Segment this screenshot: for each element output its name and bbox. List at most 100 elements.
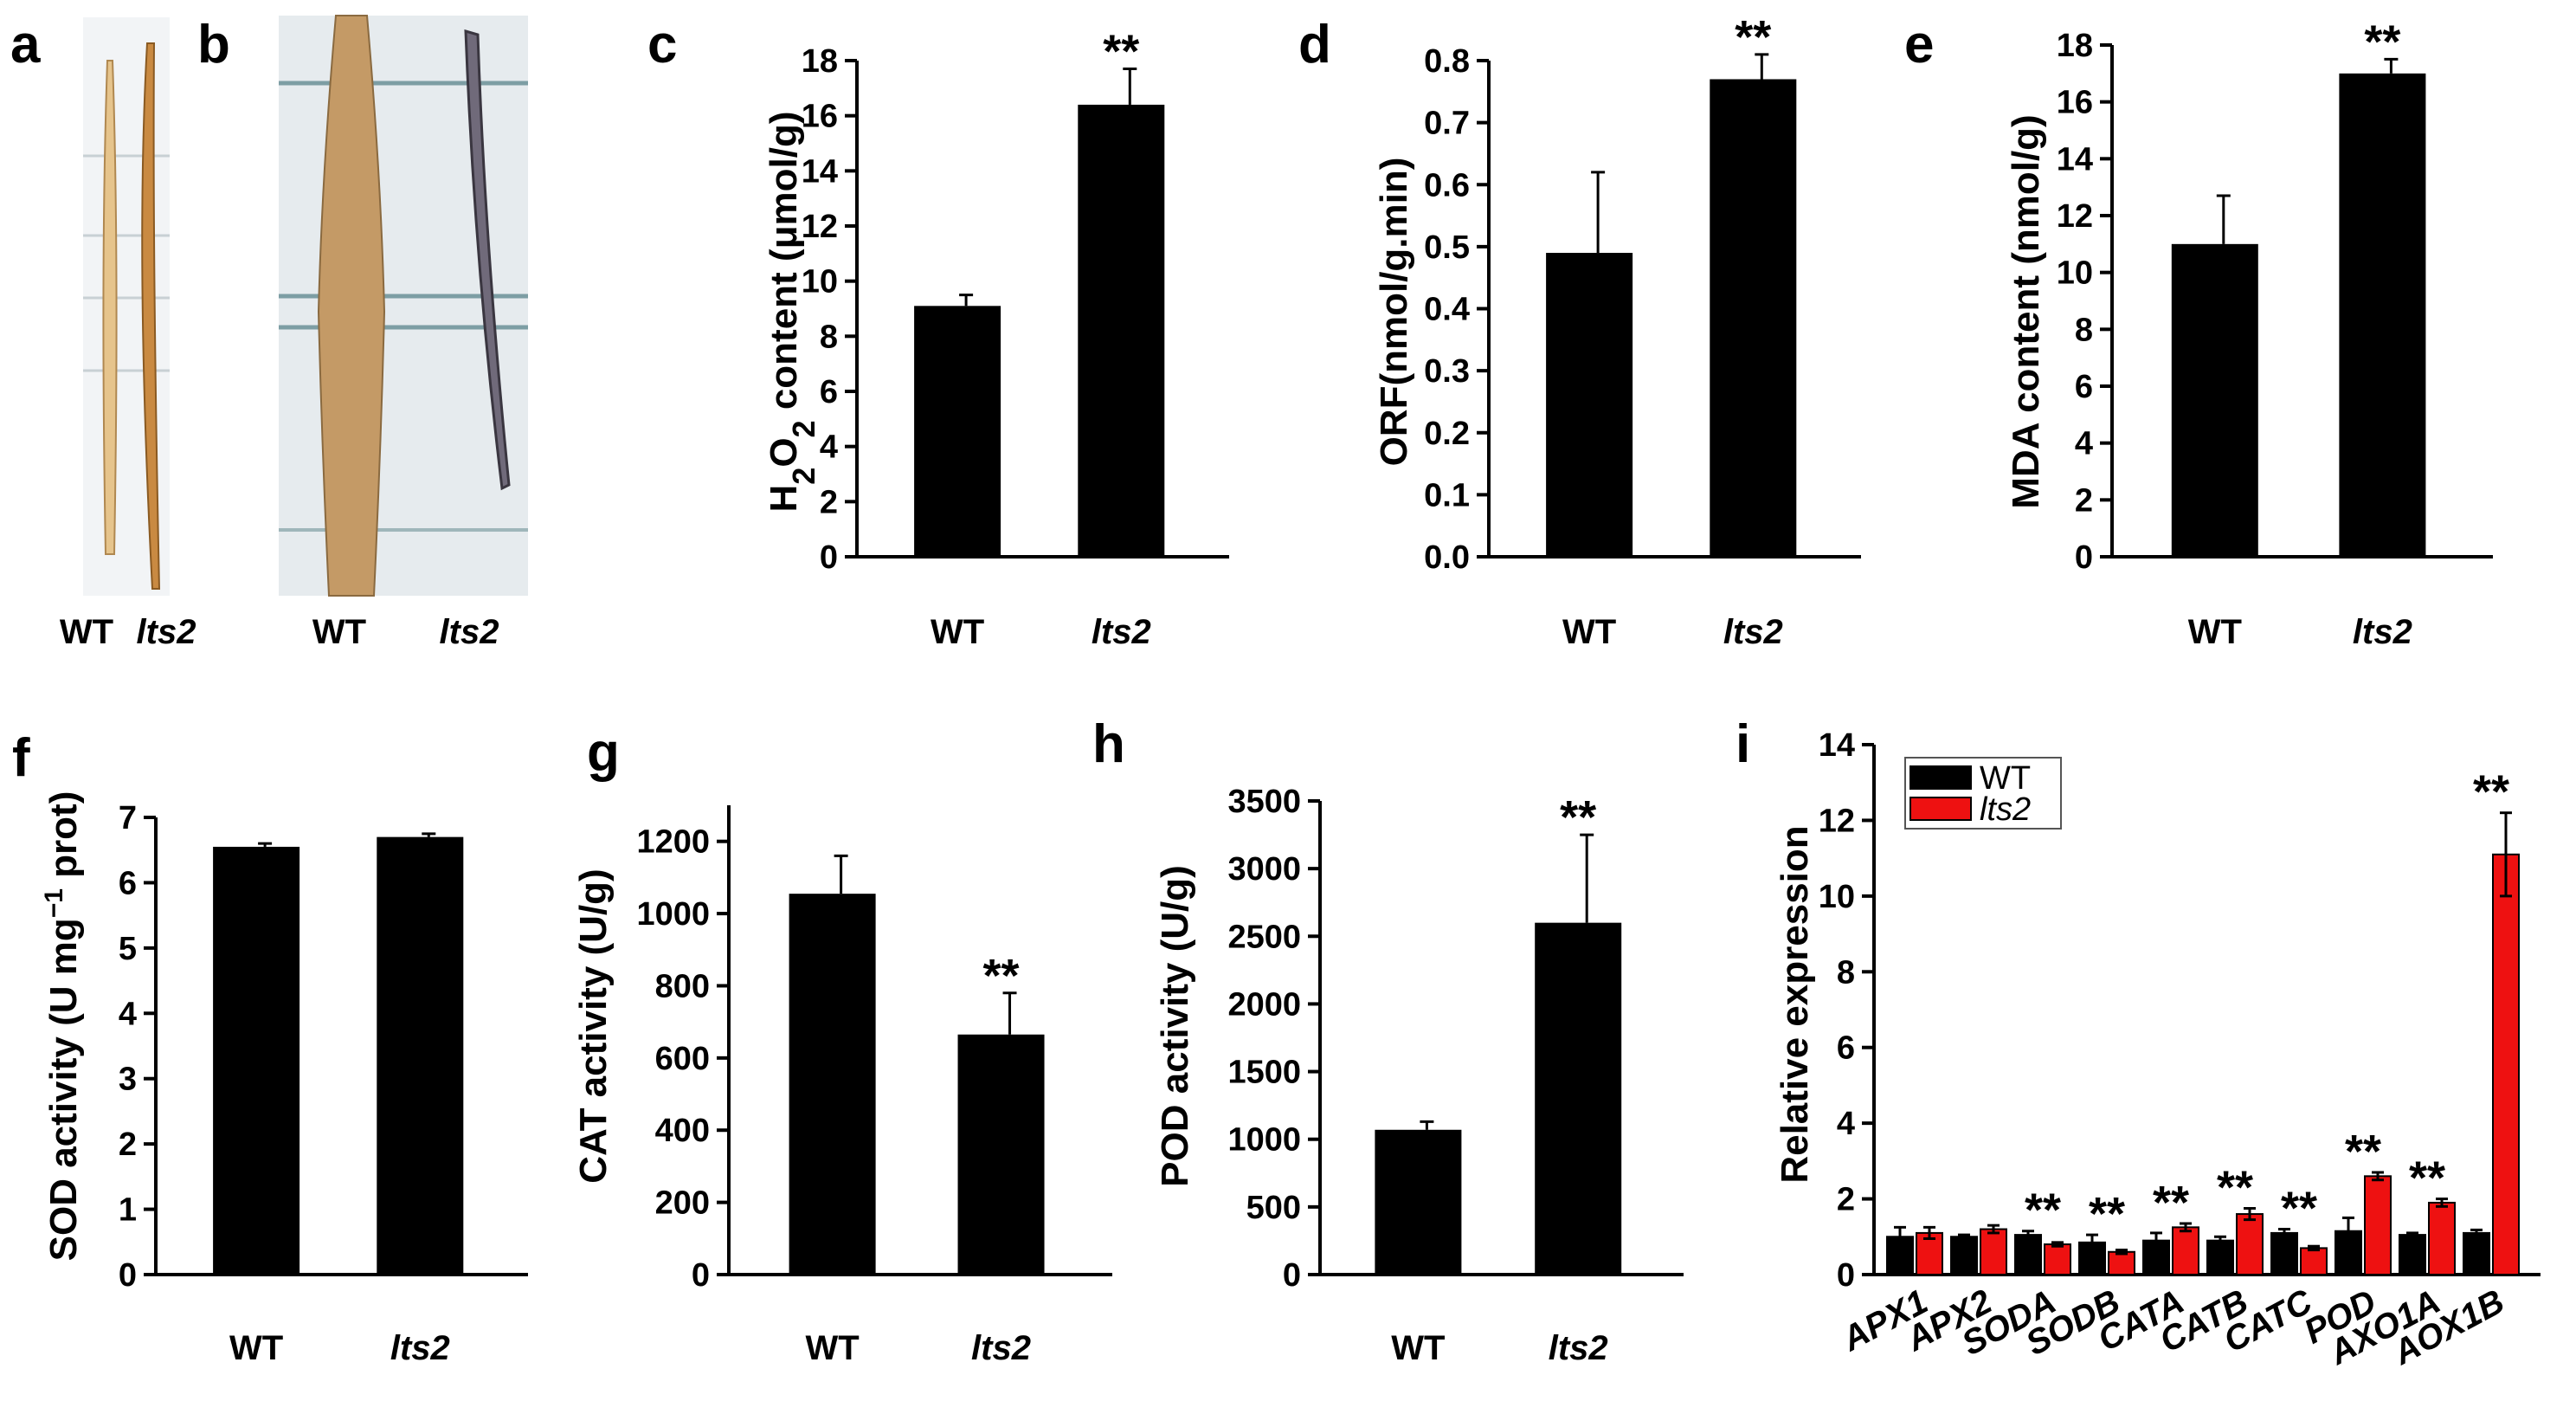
- x-tick-label-f: lts2: [390, 1329, 450, 1367]
- y-axis-label-i: Relative expression: [1774, 825, 1816, 1183]
- y-tick-label-i: 8: [1837, 954, 1855, 991]
- x-tick-label-e: WT: [2188, 613, 2242, 651]
- y-axis-label-h: POD activity (U/g): [1154, 865, 1196, 1187]
- significance-e: **: [2364, 16, 2400, 68]
- y-tick-label-i: 6: [1837, 1030, 1855, 1067]
- significance-c: **: [1103, 26, 1139, 78]
- significance-h: **: [1560, 791, 1596, 843]
- y-tick-label-d: 0.7: [1424, 106, 1470, 142]
- significance-d: **: [1735, 11, 1771, 63]
- bar-i-lts2-APX2: [1980, 1228, 2007, 1275]
- bar-f-lts2: [377, 836, 464, 1275]
- bar-g-WT: [789, 894, 876, 1275]
- y-tick-label-f: 1: [119, 1192, 137, 1229]
- x-tick-label-h: WT: [1391, 1329, 1445, 1367]
- panel-letter-a: a: [10, 15, 41, 74]
- bar-g-lts2: [957, 1034, 1045, 1275]
- y-tick-label-g: 1000: [636, 896, 710, 933]
- x-tick-label-h: lts2: [1549, 1329, 1608, 1367]
- y-tick-label-e: 10: [2057, 255, 2093, 292]
- y-tick-label-h: 3000: [1227, 851, 1301, 888]
- wt-leaf-a: [102, 60, 118, 555]
- photo-b-label-lts2: lts2: [440, 613, 499, 651]
- photo-b: [279, 15, 528, 597]
- y-tick-label-c: 0: [820, 539, 838, 576]
- y-tick-label-e: 6: [2075, 369, 2093, 405]
- bar-i-WT-CATC: [2270, 1231, 2298, 1276]
- bar-h-lts2: [1535, 922, 1622, 1275]
- y-tick-label-f: 5: [119, 931, 137, 967]
- y-tick-label-d: 0.6: [1424, 167, 1470, 203]
- significance-i: **: [2281, 1183, 2317, 1235]
- bar-i-WT-AOX1B: [2463, 1231, 2490, 1276]
- panel-letter-f: f: [12, 728, 30, 788]
- bar-i-lts2-CATA: [2172, 1226, 2199, 1276]
- photo-a-label-lts2: lts2: [137, 613, 196, 651]
- significance-i: **: [2089, 1188, 2125, 1240]
- y-tick-label-f: 0: [119, 1257, 137, 1294]
- y-tick-label-d: 0.0: [1424, 539, 1470, 576]
- x-tick-label-f: WT: [229, 1329, 283, 1367]
- y-tick-label-d: 0.8: [1424, 43, 1470, 80]
- y-tick-label-i: 14: [1819, 727, 1855, 764]
- x-tick-label-g: WT: [806, 1329, 860, 1367]
- bar-i-WT-CATB: [2206, 1239, 2234, 1275]
- y-axis-label-g: CAT activity (U/g): [572, 868, 615, 1183]
- y-tick-label-c: 4: [820, 429, 838, 466]
- bar-i-lts2-AOX1B: [2492, 853, 2520, 1275]
- lts2-leaf-b: [464, 29, 511, 491]
- x-tick-label-e: lts2: [2353, 613, 2412, 651]
- y-tick-label-c: 2: [820, 484, 838, 520]
- bar-c-lts2: [1078, 104, 1165, 557]
- panel-e: e 0 2 4 6 8 10 12 14 16 18 MDA content (nmol/g) WT **…: [1904, 15, 2493, 651]
- panel-letter-i: i: [1736, 714, 1750, 774]
- y-tick-label-c: 18: [802, 43, 838, 80]
- bar-i-lts2-AXO1A: [2428, 1201, 2456, 1276]
- y-tick-label-c: 14: [802, 153, 838, 190]
- y-tick-label-c: 10: [802, 264, 838, 300]
- y-tick-label-c: 8: [820, 319, 838, 355]
- y-tick-label-h: 0: [1283, 1257, 1301, 1294]
- y-tick-label-c: 16: [802, 99, 838, 135]
- bar-i-lts2-SODA: [2044, 1243, 2071, 1275]
- y-tick-label-g: 400: [655, 1113, 710, 1149]
- legend-swatch-lts2: [1909, 797, 1972, 821]
- panel-letter-h: h: [1092, 714, 1125, 774]
- legend-label-lts2: lts2: [1980, 791, 2031, 828]
- lts2-leaf-a: [141, 42, 161, 590]
- bar-i-lts2-CATB: [2236, 1213, 2264, 1275]
- y-tick-label-e: 0: [2075, 539, 2093, 576]
- panel-b: b WT lts2: [197, 15, 528, 651]
- photo-a-label-wt: WT: [60, 613, 113, 651]
- y-tick-label-e: 4: [2075, 426, 2093, 462]
- y-tick-label-e: 16: [2057, 85, 2093, 121]
- y-tick-label-d: 0.2: [1424, 416, 1470, 452]
- y-tick-label-h: 1000: [1227, 1122, 1301, 1159]
- bar-i-WT-APX2: [1950, 1236, 1978, 1276]
- significance-i: **: [2153, 1177, 2189, 1229]
- significance-i: **: [2345, 1126, 2381, 1178]
- y-tick-label-d: 0.4: [1424, 292, 1470, 328]
- significance-g: **: [983, 950, 1020, 1002]
- x-tick-label-g: lts2: [971, 1329, 1031, 1367]
- y-tick-label-f: 3: [119, 1062, 137, 1098]
- y-tick-label-i: 2: [1837, 1182, 1855, 1218]
- y-tick-label-c: 6: [820, 374, 838, 410]
- y-tick-label-i: 10: [1819, 879, 1855, 915]
- y-tick-label-g: 600: [655, 1041, 710, 1077]
- x-tick-label-d: WT: [1562, 613, 1616, 651]
- bar-c-WT: [914, 306, 1001, 557]
- photo-b-label-wt: WT: [312, 613, 366, 651]
- panel-a: a WT lts2: [10, 15, 196, 651]
- y-axis-label-d: ORF(nmol/g.min): [1373, 158, 1415, 467]
- panel-d: d 0.0 0.1 0.2 0.3 0.4 0.5 0.6 0.7 0.8 ORF(nmol/g.m…: [1298, 11, 1861, 651]
- bar-f-WT: [213, 846, 300, 1275]
- panel-h: h 0 500 1000 1500 2000 2500 3000 3500 POD activit…: [1092, 714, 1684, 1367]
- panel-g: g 0 200 400 600 800 1000 1200 CAT activity (U/g)…: [572, 723, 1112, 1367]
- bar-i-lts2-POD: [2364, 1175, 2392, 1276]
- x-tick-label-d: lts2: [1723, 613, 1783, 651]
- significance-i: **: [2217, 1162, 2253, 1214]
- y-tick-label-i: 4: [1837, 1106, 1855, 1142]
